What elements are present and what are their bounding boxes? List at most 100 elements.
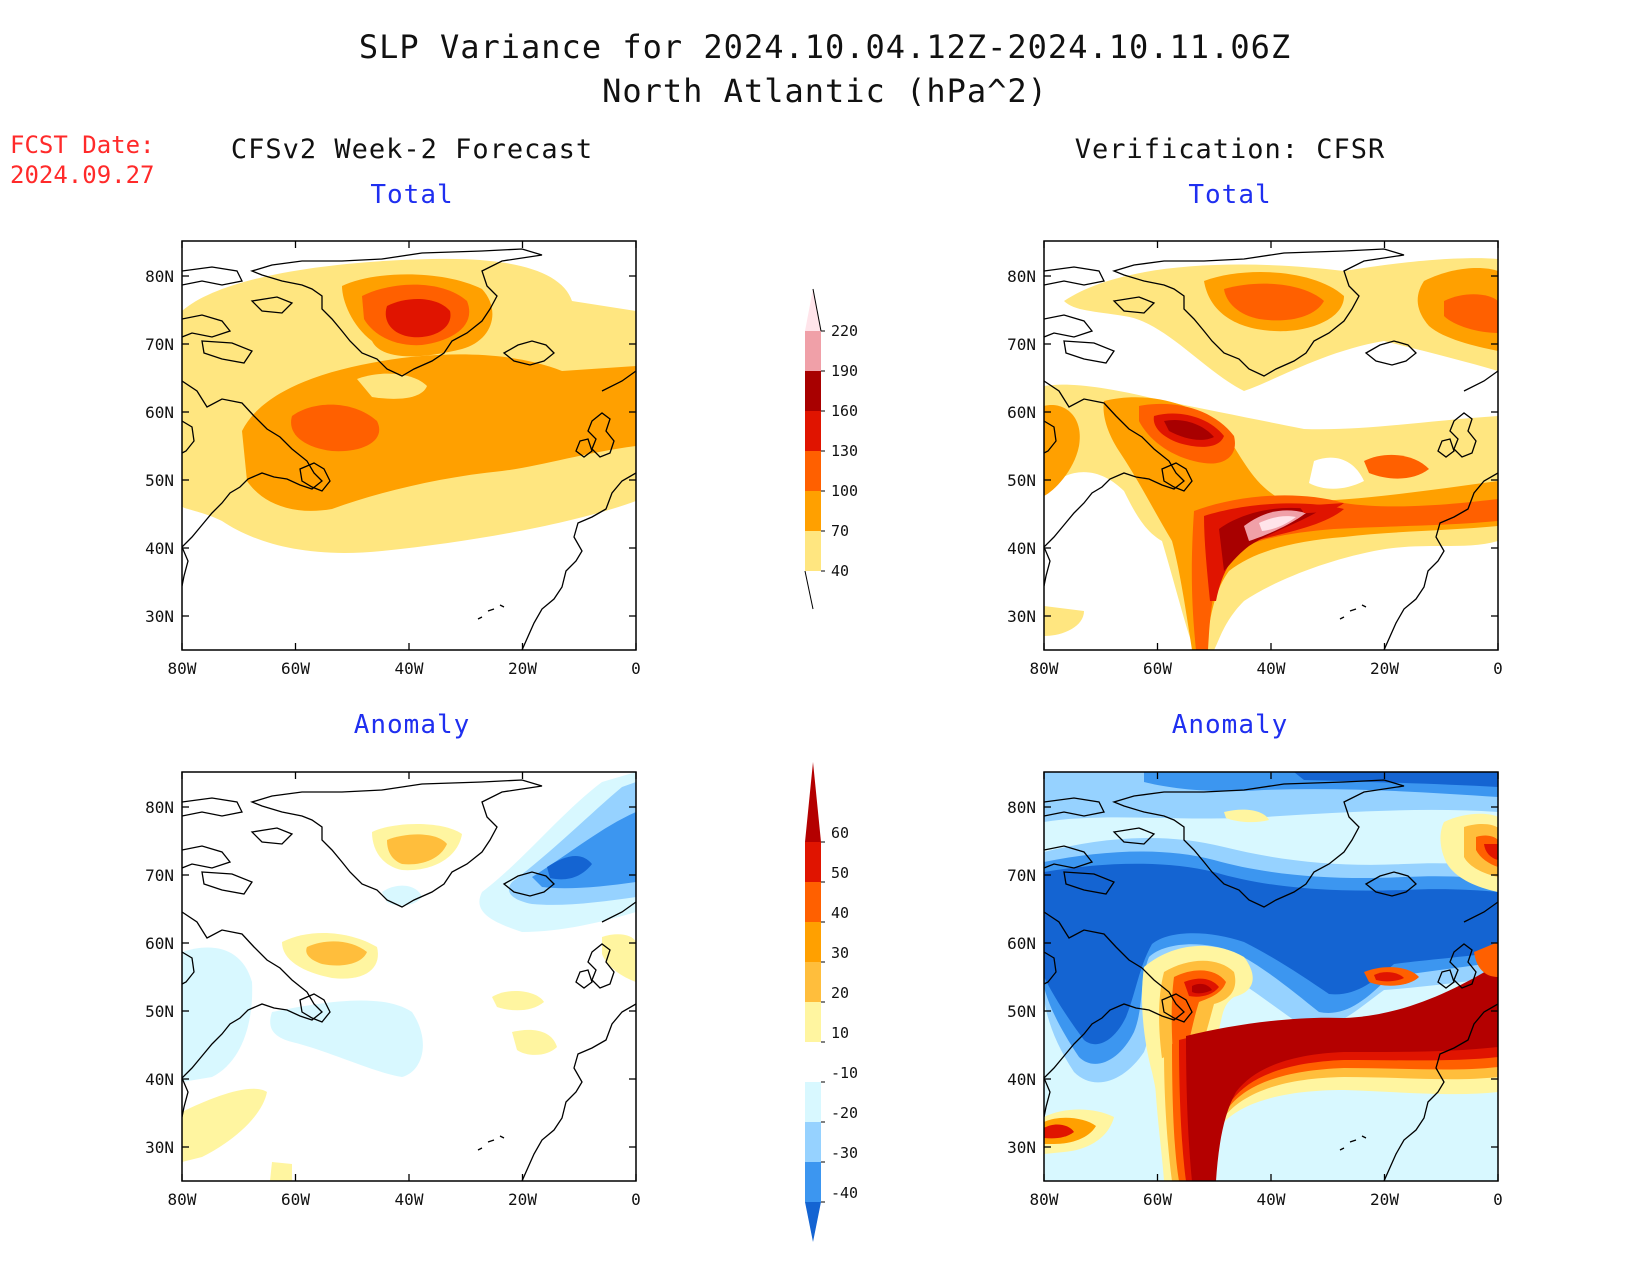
lon-label-forecast-total: 60W <box>281 659 310 678</box>
colorbar-anomaly-label: 40 <box>831 904 849 922</box>
lon-label-forecast-total: 40W <box>395 659 424 678</box>
lat-label-verification-anomaly: 40N <box>1007 1070 1036 1089</box>
colorbar-total-swatch <box>805 451 821 491</box>
colorbar-anomaly-label: 30 <box>831 944 849 962</box>
panel-title-verif-total: Total <box>1188 180 1272 210</box>
lat-label-forecast-total: 80N <box>145 267 174 286</box>
colorbar-anomaly-label: -40 <box>831 1184 858 1202</box>
lat-label-forecast-anomaly: 60N <box>145 934 174 953</box>
colorbar-anomaly-lower-extension <box>805 1202 821 1242</box>
colorbar-total-label: 70 <box>831 522 849 540</box>
colorbar-anomaly-label: 20 <box>831 984 849 1002</box>
colorbar-total-swatch <box>805 491 821 531</box>
column-title-forecast: CFSv2 Week-2 Forecast <box>230 134 594 165</box>
colorbar-anomaly-label: -30 <box>831 1144 858 1162</box>
lat-label-verification-anomaly: 70N <box>1007 866 1036 885</box>
colorbar-total-swatch <box>805 531 821 571</box>
map-forecast-anomaly <box>182 772 636 1181</box>
colorbar-total-label: 130 <box>831 442 858 460</box>
lon-label-forecast-anomaly: 80W <box>168 1190 197 1209</box>
lat-label-verification-total: 80N <box>1007 267 1036 286</box>
lat-label-verification-anomaly: 50N <box>1007 1002 1036 1021</box>
lat-label-verification-anomaly: 30N <box>1007 1138 1036 1157</box>
lat-label-verification-anomaly: 60N <box>1007 934 1036 953</box>
colorbar-anomaly-swatch <box>805 962 821 1002</box>
fcst-label: FCST Date: <box>10 131 155 159</box>
colorbar-total-upper-extension <box>805 289 821 331</box>
colorbar-anomaly-swatch <box>805 1082 821 1122</box>
colorbar-anomaly-label: 60 <box>831 824 849 842</box>
fcst-date: 2024.09.27 <box>10 161 155 189</box>
lon-label-forecast-total: 0 <box>631 659 641 678</box>
lon-label-verification-anomaly: 0 <box>1493 1190 1503 1209</box>
map-verification-total <box>1044 241 1498 650</box>
colorbar-anomaly-swatch <box>805 922 821 962</box>
panel-title-verif-anomaly: Anomaly <box>1171 710 1289 740</box>
lat-label-forecast-total: 70N <box>145 335 174 354</box>
colorbar-anomaly-label: 10 <box>831 1024 849 1042</box>
colorbar-anomaly-label: 50 <box>831 864 849 882</box>
panel-title-forecast-anomaly: Anomaly <box>353 710 471 740</box>
lat-label-verification-total: 30N <box>1007 607 1036 626</box>
lon-label-forecast-anomaly: 60W <box>281 1190 310 1209</box>
colorbar-anomaly-swatch <box>805 1162 821 1202</box>
lat-label-verification-total: 70N <box>1007 335 1036 354</box>
colorbar-anomaly-upper-extension <box>805 762 821 842</box>
lat-label-forecast-total: 60N <box>145 403 174 422</box>
colorbar-anomaly-label: -10 <box>831 1064 858 1082</box>
map-verification-anomaly <box>1044 772 1498 1181</box>
lat-label-verification-anomaly: 80N <box>1007 798 1036 817</box>
colorbar-total-swatch <box>805 411 821 451</box>
lon-label-verification-anomaly: 20W <box>1370 1190 1399 1209</box>
lat-label-forecast-anomaly: 50N <box>145 1002 174 1021</box>
colorbar-anomaly-swatch <box>805 1122 821 1162</box>
lat-label-verification-total: 60N <box>1007 403 1036 422</box>
lat-label-forecast-anomaly: 40N <box>145 1070 174 1089</box>
lon-label-verification-anomaly: 40W <box>1257 1190 1286 1209</box>
lon-label-forecast-anomaly: 0 <box>631 1190 641 1209</box>
colorbar-total-swatch <box>805 331 821 371</box>
lon-label-forecast-total: 20W <box>508 659 537 678</box>
lon-label-verification-anomaly: 60W <box>1143 1190 1172 1209</box>
colorbar-anomaly-swatch <box>805 842 821 882</box>
figure-title: SLP Variance for 2024.10.04.12Z-2024.10.… <box>358 28 1292 66</box>
lon-label-verification-total: 20W <box>1370 659 1399 678</box>
colorbar-anomaly-swatch <box>805 882 821 922</box>
lat-label-forecast-total: 50N <box>145 471 174 490</box>
colorbar-total-label: 40 <box>831 562 849 580</box>
lon-label-forecast-anomaly: 40W <box>395 1190 424 1209</box>
lon-label-verification-total: 80W <box>1030 659 1059 678</box>
colorbar-anomaly-label: -20 <box>831 1104 858 1122</box>
lon-label-forecast-total: 80W <box>168 659 197 678</box>
lon-label-verification-total: 60W <box>1143 659 1172 678</box>
lon-label-verification-total: 40W <box>1257 659 1286 678</box>
figure-subtitle: North Atlantic (hPa^2) <box>602 72 1048 110</box>
axes-layer: 80N 70N 60N 50N 40N 30N 80W 60W 40W 20W 0 80N 70N 60N… <box>145 241 1503 1209</box>
lon-label-verification-anomaly: 80W <box>1030 1190 1059 1209</box>
colorbar-total-label: 220 <box>831 322 858 340</box>
colorbar-anomaly-swatch <box>805 1002 821 1042</box>
lon-label-verification-total: 0 <box>1493 659 1503 678</box>
colorbar-total-upper-outline <box>812 288 822 332</box>
lat-label-verification-total: 40N <box>1007 539 1036 558</box>
colorbar-total-lower-extension <box>805 571 821 609</box>
column-title-verification: Verification: CFSR <box>1074 134 1386 165</box>
colorbar-anomaly: 60 50 40 30 20 10 -10 -20 -30 -40 <box>805 762 858 1242</box>
colorbar-total-lower-outline <box>804 570 814 610</box>
lat-label-forecast-total: 30N <box>145 607 174 626</box>
colorbar-total-swatch <box>805 371 821 411</box>
lat-label-forecast-anomaly: 70N <box>145 866 174 885</box>
colorbar-total-label: 190 <box>831 362 858 380</box>
colorbar-total-label: 100 <box>831 482 858 500</box>
colorbar-total: 40 70 100 130 160 190 220 <box>804 288 858 610</box>
panel-title-forecast-total: Total <box>370 180 454 210</box>
lat-label-forecast-anomaly: 30N <box>145 1138 174 1157</box>
colorbar-anomaly-swatch <box>805 1042 821 1082</box>
map-forecast-total <box>182 241 636 650</box>
lat-label-forecast-anomaly: 80N <box>145 798 174 817</box>
lon-label-forecast-anomaly: 20W <box>508 1190 537 1209</box>
colorbar-total-label: 160 <box>831 402 858 420</box>
lat-label-verification-total: 50N <box>1007 471 1036 490</box>
lat-label-forecast-total: 40N <box>145 539 174 558</box>
